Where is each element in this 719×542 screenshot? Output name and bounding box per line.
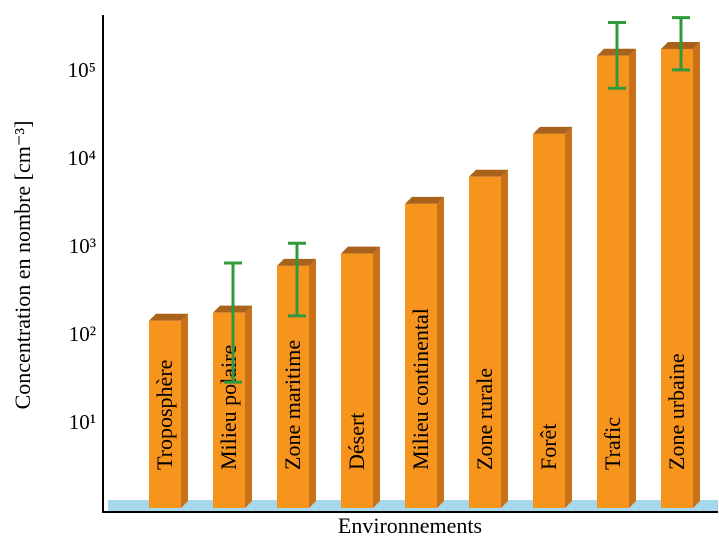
bar (405, 203, 437, 509)
bar-label: Trafic (600, 417, 625, 470)
bar (661, 48, 693, 508)
bar-side (629, 48, 636, 508)
bar-top (533, 126, 572, 134)
bar-side (309, 258, 316, 508)
y-tick-label: 10¹ (69, 410, 96, 434)
bar (149, 320, 181, 508)
bar-label: Milieu polaire (216, 345, 241, 470)
bar-top (341, 246, 380, 254)
bar-label: Zone maritime (280, 340, 305, 470)
y-tick-label: 10³ (69, 234, 96, 258)
bar (277, 265, 309, 508)
bar-top (469, 169, 508, 177)
bar-top (149, 313, 188, 321)
bar-label: Troposphère (152, 360, 177, 470)
bar-side (693, 41, 700, 508)
y-tick-label: 10² (69, 322, 96, 346)
bar-label: Forêt (536, 424, 561, 470)
bar-side (245, 305, 252, 508)
bar-label: Zone rurale (472, 368, 497, 470)
bar-label: Milieu continental (408, 308, 433, 470)
y-tick-label: 10⁵ (68, 58, 96, 82)
bar-top (405, 196, 444, 204)
y-tick-label: 10⁴ (68, 146, 96, 170)
bar-label: Désert (344, 413, 369, 470)
bar-side (501, 169, 508, 508)
bar-side (373, 246, 380, 508)
bar-side (565, 126, 572, 509)
bar (469, 176, 501, 508)
bar (341, 253, 373, 508)
bar (213, 312, 245, 508)
y-axis-title: Concentration en nombre [cm⁻³] (10, 121, 35, 410)
bar (597, 55, 629, 508)
plot-area: 10¹ 10² 10³ 10⁴ 10⁵ Troposphère Milieu polaire… (68, 16, 700, 509)
bar (533, 133, 565, 509)
bar-label: Zone urbaine (664, 353, 689, 470)
x-axis-title: Environnements (338, 513, 482, 538)
bar-side (181, 313, 188, 508)
bar-side (437, 196, 444, 509)
